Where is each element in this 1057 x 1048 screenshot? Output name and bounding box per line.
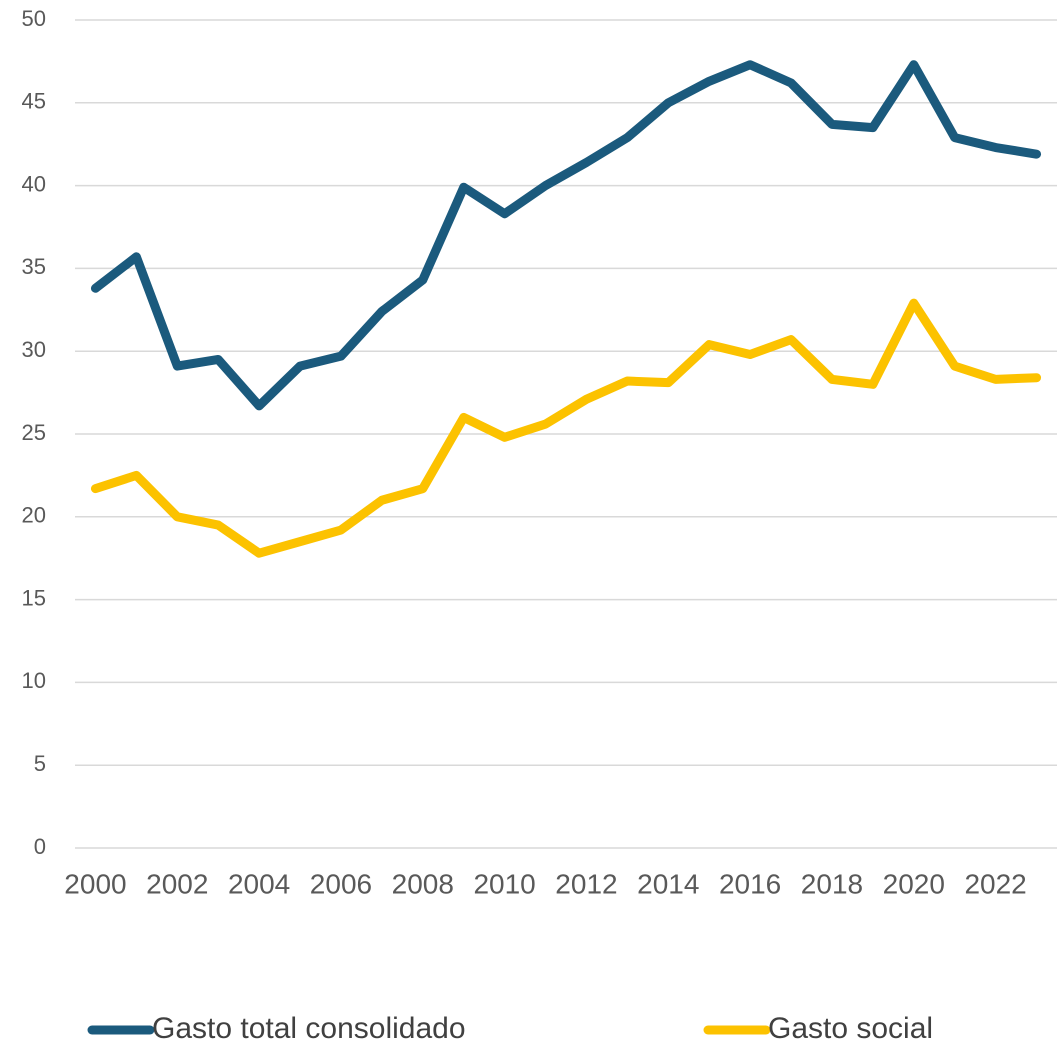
x-tick-label: 2020	[883, 868, 945, 899]
x-tick-label: 2006	[310, 868, 372, 899]
series-line	[90, 60, 1042, 411]
y-tick-label: 45	[22, 89, 46, 114]
x-tick-label: 2010	[473, 868, 535, 899]
legend-label: Gasto social	[768, 1012, 933, 1045]
x-tick-label: 2022	[964, 868, 1026, 899]
y-tick-label: 25	[22, 420, 46, 445]
series-line	[90, 298, 1042, 558]
y-tick-label: 0	[34, 834, 46, 859]
x-tick-label: 2018	[801, 868, 863, 899]
x-tick-label: 2016	[719, 868, 781, 899]
x-tick-label: 2014	[637, 868, 699, 899]
y-tick-label: 40	[22, 171, 46, 196]
y-tick-label: 30	[22, 337, 46, 362]
y-tick-label: 20	[22, 503, 46, 528]
y-tick-label: 50	[22, 6, 46, 31]
x-tick-label: 2002	[146, 868, 208, 899]
legend-label: Gasto total consolidado	[152, 1012, 466, 1045]
x-tick-label: 2008	[392, 868, 454, 899]
y-tick-label: 5	[34, 751, 46, 776]
y-tick-label: 35	[22, 254, 46, 279]
y-tick-label: 10	[22, 668, 46, 693]
x-tick-label: 2012	[555, 868, 617, 899]
x-tick-label: 2004	[228, 868, 290, 899]
x-tick-label: 2000	[64, 868, 126, 899]
y-tick-label: 15	[22, 585, 46, 610]
